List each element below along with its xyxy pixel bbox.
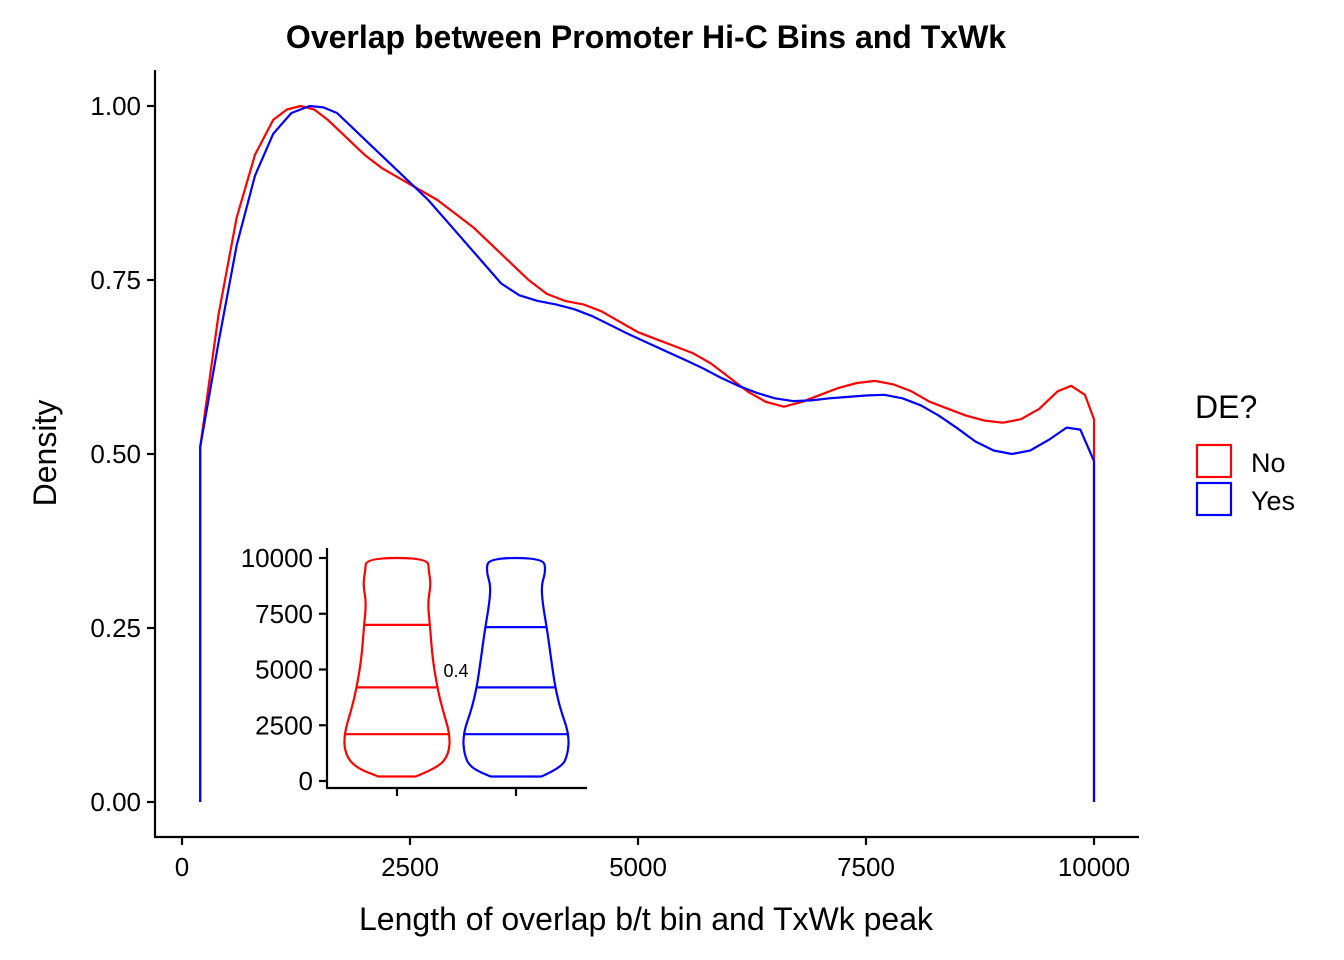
inset-annotation: 0.4 [443,661,468,681]
y-axis-title: Density [27,400,63,507]
density-curve-no [199,104,1096,802]
y-tick-label: 1.00 [90,91,141,121]
inset-y-tick-label: 2500 [255,710,313,740]
x-tick-label: 7500 [837,852,895,882]
y-tick-label: 0.00 [90,787,141,817]
legend-label-no: No [1251,448,1286,478]
inset-y-tick-label: 7500 [255,599,313,629]
inset-y-tick-label: 5000 [255,655,313,685]
y-tick-label: 0.25 [90,613,141,643]
chart-title: Overlap between Promoter Hi-C Bins and T… [286,19,1006,55]
legend-key-yes [1195,481,1233,517]
density-curve-yes [199,104,1096,802]
y-tick-label: 0.75 [90,265,141,295]
inset-y-tick-label: 0 [299,766,313,796]
x-tick-label: 5000 [609,852,667,882]
y-ticks: 0.00 0.25 0.50 0.75 1.00 [90,91,155,817]
x-tick-label: 0 [175,852,189,882]
legend-title: DE? [1195,389,1257,425]
x-ticks: 0 2500 5000 7500 10000 [175,837,1130,882]
violin-yes [462,556,570,778]
legend: DE? No Yes [1195,389,1295,517]
legend-label-yes: Yes [1251,486,1295,516]
violin-no [343,556,451,778]
legend-entries: No Yes [1195,443,1295,517]
x-tick-label: 2500 [381,852,439,882]
legend-key-no [1195,443,1233,479]
x-axis-title: Length of overlap b/t bin and TxWk peak [359,901,934,937]
inset-violin-plot: 0 2500 5000 7500 10000 0.4 [241,543,587,796]
inset-y-tick-label: 10000 [241,543,313,573]
y-tick-label: 0.50 [90,439,141,469]
density-curves [199,104,1096,802]
main-plot: 0.000.250.500.751.00 0 2500 5000 7500 10000 … [90,70,1139,882]
x-tick-label: 10000 [1058,852,1130,882]
